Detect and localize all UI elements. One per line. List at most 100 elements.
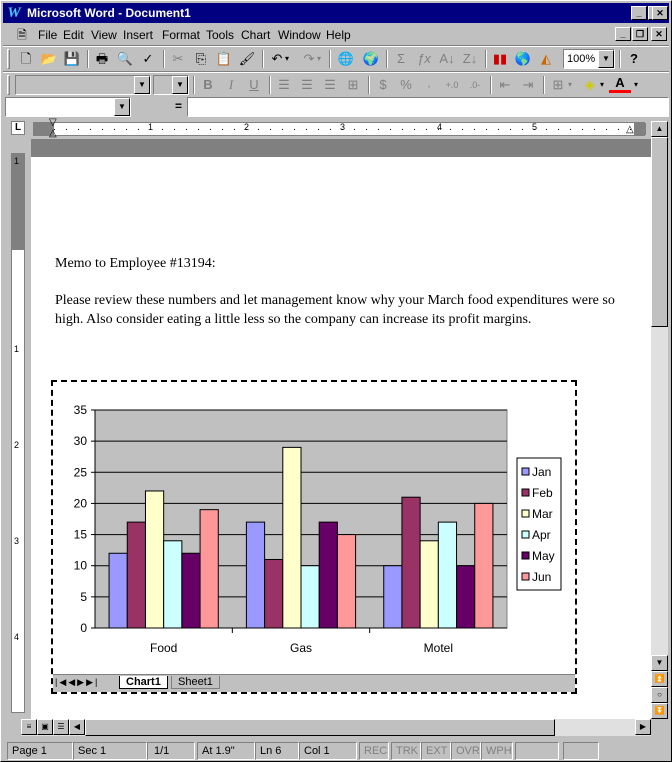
embedded-chart[interactable]: 0 5 10 15 20 25 30 35 Food Gas Motel Jan Feb Mar Apr Ma… (51, 380, 577, 694)
font-size-select[interactable]: ▼ (153, 75, 189, 95)
open-folder-icon[interactable]: 📂 (40, 51, 58, 66)
horizontal-scrollbar[interactable]: ≡ ▣ ☰ ◀ ▶ (21, 719, 651, 736)
decrease-decimal-icon[interactable]: .0- (469, 80, 481, 90)
scroll-right-icon[interactable]: ▶ (635, 719, 651, 735)
next-page-icon[interactable]: ⏬ (651, 703, 668, 719)
menu-help[interactable]: Help (326, 28, 351, 42)
drawing-icon[interactable]: ◭ (541, 51, 551, 66)
sort-ascending-icon[interactable]: A↓ (439, 51, 455, 66)
close-button[interactable]: ✕ (652, 6, 668, 20)
vertical-ruler[interactable]: 1 1 2 3 4 (11, 153, 25, 713)
spelling-icon[interactable]: ✓ (142, 51, 154, 66)
borders-dropdown-icon[interactable]: ▾ (567, 80, 572, 89)
menu-chart[interactable]: Chart (241, 28, 271, 42)
format-painter-icon[interactable]: 🖌 (238, 51, 256, 66)
increase-indent-icon[interactable]: ⇥ (522, 77, 534, 92)
hyperlink-icon[interactable]: 🌐 (337, 51, 355, 66)
redo-dropdown-icon[interactable]: ▾ (316, 54, 321, 63)
normal-view-icon[interactable]: ≡ (21, 719, 37, 735)
select-browse-object-icon[interactable]: ○ (651, 687, 668, 703)
vertical-scrollbar[interactable]: ▲ ▼ ⏫ ○ ⏬ (651, 121, 668, 719)
redo-icon[interactable]: ↷ (303, 51, 315, 66)
hscroll-thumb[interactable] (85, 719, 555, 736)
minimize-button[interactable]: _ (631, 6, 647, 20)
doc-restore-button[interactable]: ❐ (632, 27, 648, 41)
tab-selector-icon[interactable]: L (11, 121, 25, 135)
status-wph[interactable]: WPH (481, 742, 513, 760)
scroll-up-icon[interactable]: ▲ (651, 121, 668, 137)
menu-window[interactable]: Window (278, 28, 321, 42)
print-preview-icon[interactable]: 🔍 (116, 51, 134, 66)
font-color-dropdown-icon[interactable]: ▾ (633, 80, 638, 89)
web-toolbar-icon[interactable]: 🌍 (362, 51, 380, 66)
name-box-dropdown-icon[interactable]: ▼ (114, 98, 130, 116)
align-left-icon[interactable]: ☰ (278, 77, 290, 92)
fill-color-icon[interactable]: ◈ (585, 77, 595, 92)
status-trk[interactable]: TRK (391, 742, 421, 760)
first-line-indent-marker[interactable]: ▽ (49, 117, 57, 128)
menu-file[interactable]: File (38, 28, 58, 42)
font-dropdown-icon[interactable]: ▼ (134, 76, 150, 94)
save-disk-icon[interactable]: 💾 (63, 51, 81, 66)
new-document-icon[interactable]: 🗋 (20, 51, 32, 66)
underline-icon[interactable]: U (249, 77, 259, 92)
bold-icon[interactable]: B (203, 77, 213, 92)
merge-center-icon[interactable]: ⊞ (347, 77, 359, 92)
sheet-tab-chart1[interactable]: Chart1 (119, 676, 168, 689)
zoom-select[interactable]: 100% ▼ (563, 49, 615, 69)
comma-style-icon[interactable]: , (427, 79, 431, 90)
undo-icon[interactable]: ↶ (271, 51, 283, 66)
decrease-indent-icon[interactable]: ⇤ (499, 77, 511, 92)
left-indent-marker[interactable]: △ (49, 128, 57, 139)
print-icon[interactable]: 🖶 (95, 51, 109, 66)
status-ovr[interactable]: OVR (451, 742, 481, 760)
sheet-nav-icons[interactable]: |◀◀▶▶| (55, 677, 100, 687)
memo-body[interactable]: Please review these numbers and let mana… (55, 293, 615, 327)
sort-descending-icon[interactable]: Z↓ (462, 51, 478, 66)
align-right-icon[interactable]: ☰ (324, 77, 336, 92)
name-box[interactable]: ▼ (5, 97, 131, 117)
right-indent-marker[interactable]: △ (626, 124, 634, 135)
map-icon[interactable]: 🌎 (514, 51, 532, 66)
document-page[interactable]: Memo to Employee #13194: Please review t… (31, 139, 651, 719)
chart-wizard-icon[interactable]: ▮▮ (492, 51, 508, 66)
currency-icon[interactable]: $ (379, 77, 387, 92)
page-layout-view-icon[interactable]: ▣ (37, 719, 53, 735)
increase-decimal-icon[interactable]: +.0 (445, 80, 459, 90)
fill-dropdown-icon[interactable]: ▾ (599, 80, 604, 89)
menu-insert[interactable]: Insert (123, 28, 154, 42)
align-center-icon[interactable]: ☰ (301, 77, 313, 92)
doc-minimize-button[interactable]: _ (615, 27, 631, 41)
paste-icon[interactable]: 📋 (215, 51, 233, 66)
menu-view[interactable]: View (91, 28, 117, 42)
scroll-down-icon[interactable]: ▼ (651, 655, 668, 671)
autosum-icon[interactable]: Σ (396, 51, 406, 66)
previous-page-icon[interactable]: ⏫ (651, 671, 668, 687)
font-size-dropdown-icon[interactable]: ▼ (172, 76, 188, 94)
scroll-thumb[interactable] (651, 137, 668, 327)
copy-icon[interactable]: ⎘ (195, 51, 207, 66)
zoom-dropdown-icon[interactable]: ▼ (598, 50, 614, 68)
menu-format[interactable]: Format (162, 28, 201, 42)
status-rec[interactable]: REC (359, 742, 389, 760)
document-icon[interactable]: 🗎 (17, 28, 27, 42)
menu-edit[interactable]: Edit (63, 28, 84, 42)
italic-icon[interactable]: I (228, 77, 234, 92)
borders-icon[interactable]: ⊞ (552, 77, 564, 92)
doc-close-button[interactable]: ✕ (651, 27, 667, 41)
status-ext[interactable]: EXT (421, 742, 451, 760)
font-color-icon[interactable]: A (609, 75, 631, 93)
percent-icon[interactable]: % (400, 77, 412, 92)
outline-view-icon[interactable]: ☰ (53, 719, 69, 735)
memo-greeting[interactable]: Memo to Employee #13194: (55, 256, 216, 271)
undo-dropdown-icon[interactable]: ▾ (284, 54, 289, 63)
function-icon[interactable]: ƒx (417, 51, 431, 66)
scroll-left-icon[interactable]: ◀ (69, 719, 85, 735)
help-icon[interactable]: ? (630, 51, 638, 66)
horizontal-ruler[interactable]: L 1 2 3 4 5 ▽ △ △ (3, 117, 651, 139)
font-name-select[interactable]: ▼ (15, 75, 151, 95)
cut-icon[interactable]: ✂ (172, 51, 184, 66)
sheet-tab-sheet1[interactable]: Sheet1 (171, 676, 220, 689)
formula-input[interactable] (187, 97, 669, 117)
menu-tools[interactable]: Tools (206, 28, 235, 42)
